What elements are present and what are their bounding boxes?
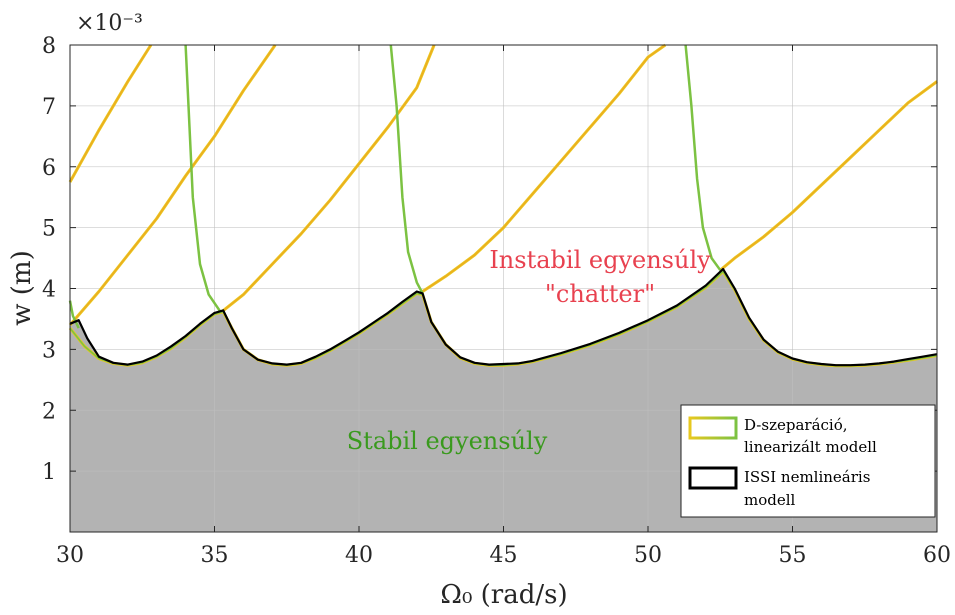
y-tick-label: 2 (42, 399, 56, 424)
y-tick-label: 8 (42, 34, 56, 59)
legend-label-d-separation-line2: linearizált modell (744, 438, 877, 456)
legend-swatch-d-separation (688, 416, 738, 440)
d-separation-branch-core-lobe-2 (69, 44, 276, 326)
y-tick-label: 1 (42, 460, 56, 485)
y-tick-label: 6 (42, 156, 56, 181)
legend-label-d-separation-line1: D-szeparáció, (744, 416, 848, 434)
d-separation-green-green-4 (684, 44, 722, 271)
x-tick-label: 60 (923, 543, 951, 568)
legend-box (680, 404, 936, 518)
legend-label-issi-line2: modell (744, 491, 796, 509)
d-separation-branch-core-lobe-1 (69, 44, 152, 183)
d-separation-green-green-2 (184, 44, 222, 313)
legend: D-szeparáció, linearizált modell ISSI ne… (680, 404, 936, 518)
y-axis-exponent: ×10⁻³ (76, 11, 143, 36)
legend-swatch-issi (688, 466, 738, 490)
d-separation-green-green-3 (389, 44, 424, 294)
stable-annotation: Stabil egyensúly (347, 427, 548, 455)
d-separation-branch-core-lobe-3 (219, 44, 435, 314)
x-tick-label: 55 (779, 543, 807, 568)
x-tick-label: 30 (56, 543, 84, 568)
y-tick-label: 3 (42, 338, 56, 363)
d-separation-branch-core-lobe-4 (419, 44, 666, 294)
legend-label-issi-line1: ISSI nemlineáris (744, 468, 870, 486)
y-axis-title: w (m) (7, 250, 37, 325)
y-tick-label: 4 (42, 278, 56, 303)
y-tick-label: 5 (42, 217, 56, 242)
series-layer (68, 43, 938, 368)
x-axis-title: Ω₀ (rad/s) (440, 580, 567, 610)
x-tick-label: 50 (634, 543, 662, 568)
d-separation-green-green-1 (68, 300, 80, 329)
x-tick-label: 40 (345, 543, 373, 568)
unstable-annotation-line1: Instabil egyensúly (489, 246, 711, 274)
unstable-annotation-line2: "chatter" (545, 280, 655, 308)
x-tick-label: 35 (201, 543, 229, 568)
x-tick-label: 45 (490, 543, 518, 568)
y-tick-label: 7 (42, 95, 56, 120)
d-separation-branch-core-lobe-5 (719, 81, 938, 271)
issi-boundary-line (69, 267, 938, 367)
